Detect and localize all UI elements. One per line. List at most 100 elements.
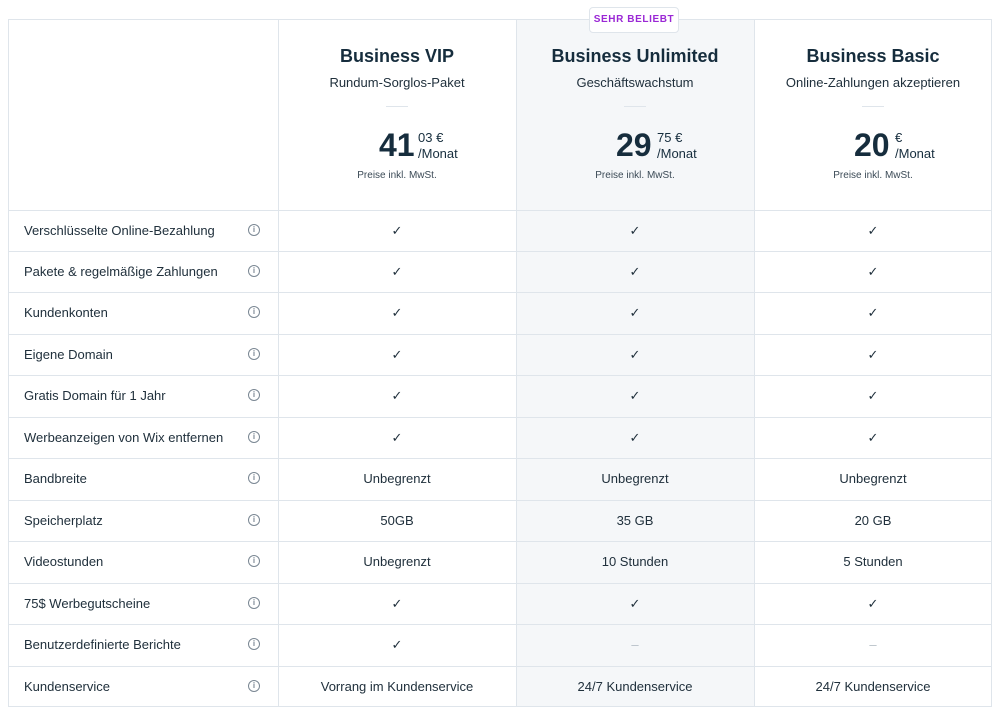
feature-value-vip: ✓	[391, 430, 403, 445]
price-period: /Monat	[895, 146, 935, 161]
feature-value-vip: Vorrang im Kundenservice	[320, 679, 474, 694]
price-integer: 20	[854, 127, 890, 163]
feature-label: Benutzerdefinierte Berichte	[24, 637, 181, 652]
feature-label: Pakete & regelmäßige Zahlungen	[24, 264, 218, 279]
price-integer: 29	[616, 127, 652, 163]
feature-row: Gratis Domain für 1 Jahr i ✓ ✓ ✓	[8, 375, 992, 416]
info-icon[interactable]: i	[248, 514, 260, 526]
feature-value-basic: 24/7 Kundenservice	[815, 679, 931, 694]
feature-value-vip: ✓	[391, 305, 403, 320]
price-integer: 41	[379, 127, 415, 163]
tax-note: Preise inkl. MwSt.	[357, 170, 437, 181]
feature-value-basic: ✓	[867, 596, 879, 611]
feature-row: Benutzerdefinierte Berichte i ✓ – –	[8, 624, 992, 665]
divider	[862, 106, 884, 107]
feature-label: Bandbreite	[24, 471, 87, 486]
info-icon[interactable]: i	[248, 306, 260, 318]
feature-row: Videostunden i Unbegrenzt 10 Stunden 5 S…	[8, 541, 992, 582]
feature-value-vip: Unbegrenzt	[363, 471, 431, 486]
feature-row: Pakete & regelmäßige Zahlungen i ✓ ✓ ✓	[8, 251, 992, 292]
column-divider	[278, 20, 279, 706]
feature-value-unlimited: –	[631, 637, 639, 652]
feature-value-unlimited: Unbegrenzt	[601, 471, 669, 486]
feature-label: Eigene Domain	[24, 347, 113, 362]
feature-value-vip: 50GB	[380, 513, 414, 528]
plan-header-unlimited: Business Unlimited Geschäftswachstum 29 …	[516, 19, 754, 209]
feature-row: Kundenservice i Vorrang im Kundenservice…	[8, 666, 992, 707]
feature-row: 75$ Werbegutscheine i ✓ ✓ ✓	[8, 583, 992, 624]
info-icon[interactable]: i	[248, 555, 260, 567]
plan-tagline: Rundum-Sorglos-Paket	[329, 75, 465, 90]
feature-label: Werbeanzeigen von Wix entfernen	[24, 430, 224, 445]
info-icon[interactable]: i	[248, 597, 260, 609]
divider	[624, 106, 646, 107]
feature-value-basic: Unbegrenzt	[839, 471, 907, 486]
plan-name: Business Basic	[806, 46, 940, 66]
info-icon[interactable]: i	[248, 472, 260, 484]
feature-label: Kundenservice	[24, 679, 110, 694]
info-icon[interactable]: i	[248, 265, 260, 277]
feature-value-unlimited: ✓	[629, 223, 641, 238]
plan-header-basic: Business Basic Online-Zahlungen akzeptie…	[754, 19, 992, 209]
feature-label: Videostunden	[24, 554, 104, 569]
price-cents: 75 €	[657, 130, 683, 145]
plan-tagline: Geschäftswachstum	[576, 75, 694, 90]
feature-value-basic: ✓	[867, 264, 879, 279]
feature-value-unlimited: 24/7 Kundenservice	[577, 679, 693, 694]
feature-value-vip: Unbegrenzt	[363, 554, 431, 569]
feature-value-basic: ✓	[867, 430, 879, 445]
plan-tagline: Online-Zahlungen akzeptieren	[785, 75, 961, 90]
feature-value-unlimited: ✓	[629, 596, 641, 611]
feature-row: Speicherplatz i 50GB 35 GB 20 GB	[8, 500, 992, 541]
feature-value-basic: ✓	[867, 223, 879, 238]
feature-value-unlimited: ✓	[629, 347, 641, 362]
info-icon[interactable]: i	[248, 389, 260, 401]
tax-note: Preise inkl. MwSt.	[833, 170, 913, 181]
plan-header-vip: Business VIP Rundum-Sorglos-Paket 41 03 …	[278, 19, 516, 209]
pricing-table	[8, 19, 992, 707]
info-icon[interactable]: i	[248, 638, 260, 650]
feature-row: Bandbreite i Unbegrenzt Unbegrenzt Unbeg…	[8, 458, 992, 499]
popular-badge: SEHR BELIEBT	[589, 7, 679, 33]
feature-value-unlimited: 10 Stunden	[601, 554, 669, 569]
feature-value-vip: ✓	[391, 347, 403, 362]
feature-value-basic: ✓	[867, 305, 879, 320]
price-cents: €	[895, 130, 903, 145]
info-icon[interactable]: i	[248, 680, 260, 692]
feature-row: Eigene Domain i ✓ ✓ ✓	[8, 334, 992, 375]
feature-value-unlimited: ✓	[629, 264, 641, 279]
info-icon[interactable]: i	[248, 224, 260, 236]
plan-name: Business Unlimited	[551, 46, 719, 66]
price-period: /Monat	[418, 146, 458, 161]
feature-label: Speicherplatz	[24, 513, 103, 528]
feature-row: Kundenkonten i ✓ ✓ ✓	[8, 292, 992, 333]
divider	[386, 106, 408, 107]
feature-row: Werbeanzeigen von Wix entfernen i ✓ ✓ ✓	[8, 417, 992, 458]
feature-value-basic: –	[869, 637, 877, 652]
feature-value-vip: ✓	[391, 596, 403, 611]
feature-value-vip: ✓	[391, 637, 403, 652]
feature-row: Verschlüsselte Online-Bezahlung i ✓ ✓ ✓	[8, 210, 992, 251]
price-period: /Monat	[657, 146, 697, 161]
feature-value-vip: ✓	[391, 223, 403, 238]
feature-label: Gratis Domain für 1 Jahr	[24, 388, 166, 403]
feature-value-vip: ✓	[391, 388, 403, 403]
feature-value-basic: 5 Stunden	[843, 554, 903, 569]
feature-label: Kundenkonten	[24, 305, 108, 320]
feature-label: 75$ Werbegutscheine	[24, 596, 151, 611]
highlighted-column	[516, 20, 755, 706]
feature-value-basic: ✓	[867, 388, 879, 403]
feature-value-vip: ✓	[391, 264, 403, 279]
feature-value-unlimited: ✓	[629, 388, 641, 403]
feature-label: Verschlüsselte Online-Bezahlung	[24, 223, 215, 238]
feature-value-unlimited: ✓	[629, 305, 641, 320]
feature-value-unlimited: ✓	[629, 430, 641, 445]
tax-note: Preise inkl. MwSt.	[595, 170, 675, 181]
info-icon[interactable]: i	[248, 431, 260, 443]
plan-name: Business VIP	[339, 46, 455, 66]
feature-value-basic: ✓	[867, 347, 879, 362]
feature-value-unlimited: 35 GB	[616, 513, 654, 528]
price-cents: 03 €	[418, 130, 444, 145]
feature-value-basic: 20 GB	[854, 513, 892, 528]
info-icon[interactable]: i	[248, 348, 260, 360]
